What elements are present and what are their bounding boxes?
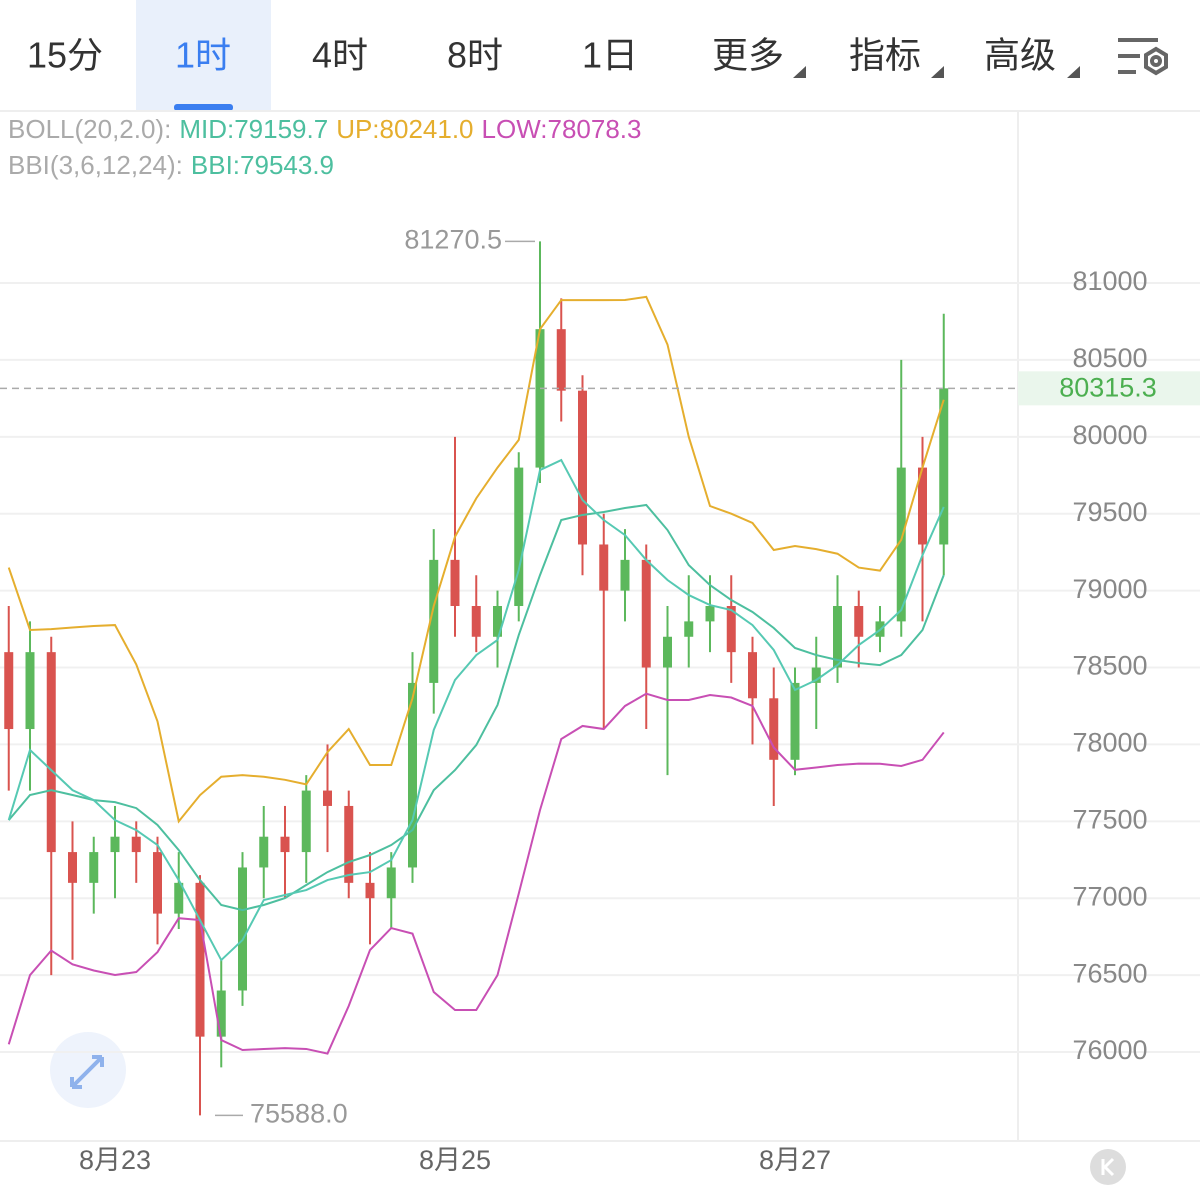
tab[interactable]: 更多 (712, 35, 784, 76)
candle-body (450, 559, 460, 607)
indicator-value: LOW:78078.3 (482, 114, 642, 144)
candle-body (641, 559, 651, 668)
k-icon (1101, 1157, 1115, 1177)
candle-body (578, 390, 587, 545)
x-tick-label: 8月27 (759, 1145, 831, 1175)
candle-body (4, 652, 14, 730)
candle-body (514, 467, 524, 607)
indicator-line (7, 503, 945, 912)
candle-body (408, 682, 417, 868)
candle-body (365, 882, 375, 899)
indicator-legend: BOLL(20,2.0): MID:79159.7 UP:80241.0 LOW:78… (8, 114, 641, 144)
indicator-line (7, 295, 945, 824)
candle-body (939, 388, 949, 545)
dropdown-arrows (793, 66, 1080, 78)
candle-body (471, 606, 481, 637)
candle-body (153, 852, 162, 914)
candle-body (833, 606, 842, 668)
last-price-label: 80315.3 (1059, 372, 1157, 402)
y-tick-label: 77000 (1072, 881, 1147, 911)
candle-body (535, 329, 545, 468)
candle-body (238, 867, 247, 991)
indicator-label: BBI(3,6,12,24): (8, 150, 183, 180)
tab[interactable]: 高级 (984, 35, 1056, 76)
candle-body (46, 652, 56, 853)
candle-body (89, 852, 99, 883)
x-tick-label: 8月23 (79, 1145, 151, 1175)
tab[interactable]: 指标 (849, 35, 921, 76)
candle-body (748, 652, 757, 699)
candle-body (68, 852, 77, 883)
candle-body (323, 790, 332, 806)
candle-body (429, 559, 439, 683)
candle-body (110, 836, 120, 853)
y-tick-label: 78500 (1072, 651, 1147, 681)
candle-body (684, 621, 694, 637)
candle-body (811, 667, 821, 683)
max-label: 81270.5 (404, 225, 502, 255)
candle-body (599, 544, 609, 591)
tab[interactable]: 4时 (312, 35, 368, 76)
candle-body (386, 867, 396, 899)
min-label: 75588.0 (250, 1099, 348, 1129)
candle-body (663, 636, 672, 668)
candle-body (854, 606, 864, 637)
candle-body (259, 836, 269, 868)
indicator-value: BBI:79543.9 (191, 150, 334, 180)
tab[interactable]: 8时 (447, 35, 503, 76)
y-tick-label: 80000 (1072, 420, 1147, 450)
candle-body (301, 790, 311, 853)
candle-body (769, 698, 779, 760)
indicator-value: MID:79159.7 (179, 114, 328, 144)
active-tab-indicator (174, 104, 233, 111)
active-tab-bg (136, 0, 271, 110)
candle-body (216, 990, 226, 1037)
settings-icon[interactable] (1118, 38, 1168, 76)
candle-body (344, 805, 354, 883)
x-tick-label: 8月25 (419, 1145, 491, 1175)
tab[interactable]: 1日 (582, 35, 638, 76)
indicator-line (7, 458, 945, 962)
last-price-tag (1018, 371, 1200, 406)
tab[interactable]: 15分 (27, 35, 103, 76)
y-tick-label: 76000 (1072, 1035, 1147, 1065)
candle-body (896, 467, 906, 622)
candle-body (195, 882, 205, 1037)
y-tick-label: 79000 (1072, 574, 1147, 604)
candle-body (556, 329, 566, 391)
y-tick-label: 81000 (1072, 266, 1147, 296)
candle-body (25, 652, 35, 730)
k-button[interactable] (1090, 1149, 1126, 1185)
y-tick-label: 76500 (1072, 958, 1147, 988)
y-tick-label: 80500 (1072, 343, 1147, 373)
candle-body (174, 882, 184, 914)
indicator-label: BOLL(20,2.0): (8, 114, 171, 144)
candle-body (493, 606, 502, 637)
candle-body (918, 467, 927, 545)
candle-body (705, 606, 715, 622)
indicator-line (7, 692, 945, 1055)
expand-icon (70, 1055, 104, 1089)
indicator-value: UP:80241.0 (336, 114, 473, 144)
candle-body (131, 836, 141, 853)
y-tick-label: 78000 (1072, 728, 1147, 758)
y-tick-label: 79500 (1072, 497, 1147, 527)
tab[interactable]: 1时 (175, 35, 231, 76)
candle-body (280, 836, 290, 853)
candle-body (620, 559, 630, 591)
y-tick-label: 77500 (1072, 804, 1147, 834)
indicator-legend: BBI(3,6,12,24): BBI:79543.9 (8, 150, 334, 180)
candle-body (726, 606, 736, 653)
candle-body (790, 682, 800, 760)
